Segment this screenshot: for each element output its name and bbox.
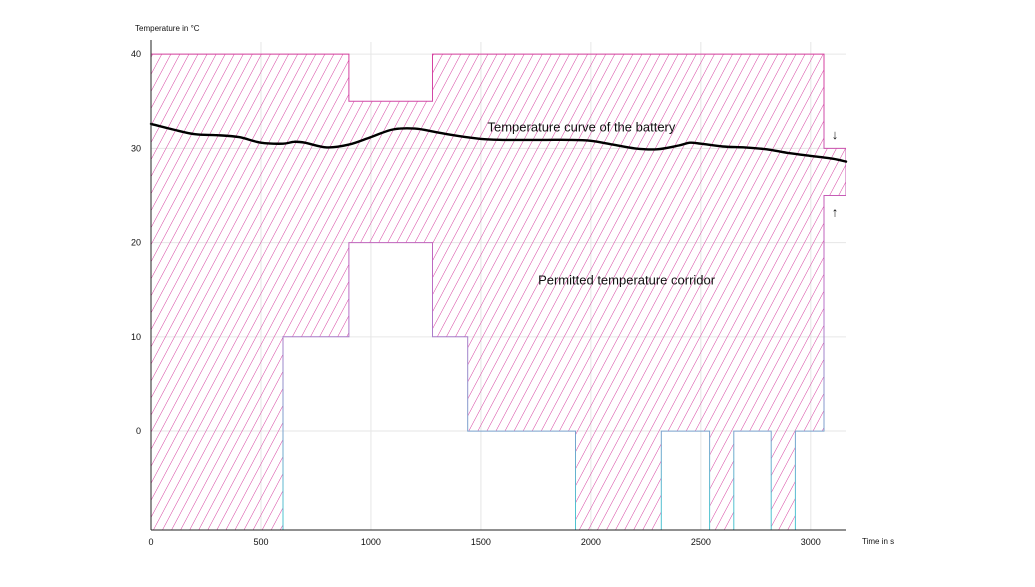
y-tick-label: 10 [131, 332, 141, 342]
y-tick-label: 40 [131, 49, 141, 59]
up-arrow-icon: ↑ [832, 205, 839, 220]
y-tick-label: 30 [131, 143, 141, 153]
x-tick-label: 0 [148, 537, 153, 547]
corridor-area [151, 53, 846, 530]
battery-temperature-line [149, 122, 848, 163]
down-arrow-icon: ↓ [832, 127, 839, 142]
x-tick-label: 3000 [801, 537, 821, 547]
battery-curve-layer [149, 122, 848, 163]
labels: Temperature in °C Time in s Temperature … [135, 24, 894, 546]
x-tick-label: 2500 [691, 537, 711, 547]
permitted-corridor [151, 53, 846, 530]
y-tick-label: 0 [136, 426, 141, 436]
annotation-label: Permitted temperature corridor [538, 272, 716, 287]
x-tick-label: 2000 [581, 537, 601, 547]
annotation-label: Temperature curve of the battery [488, 120, 676, 135]
x-tick-label: 500 [253, 537, 268, 547]
axes: 0 10 20 30 40 0 500 1000 1500 2000 2500 3000 [131, 40, 846, 547]
y-axis-title: Temperature in °C [135, 24, 200, 33]
x-tick-label: 1000 [361, 537, 381, 547]
x-axis-title: Time in s [862, 537, 894, 546]
x-tick-label: 1500 [471, 537, 491, 547]
y-tick-label: 20 [131, 238, 141, 248]
